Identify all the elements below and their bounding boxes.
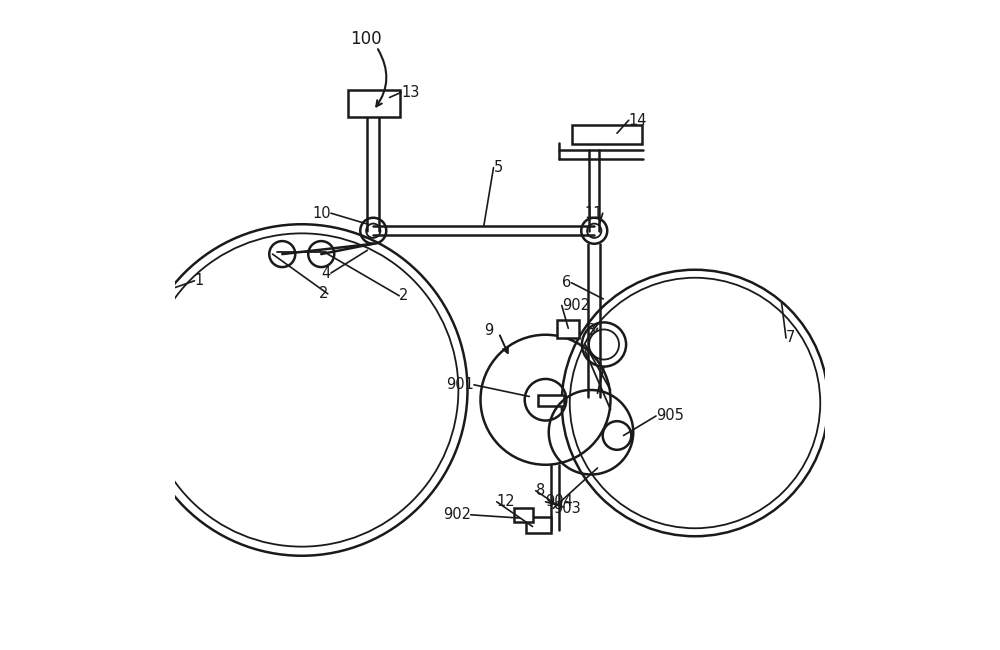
Text: 100: 100 <box>351 30 382 48</box>
Text: 5: 5 <box>494 160 503 176</box>
Text: 8: 8 <box>536 483 545 499</box>
Bar <box>526 517 551 533</box>
Bar <box>557 320 579 338</box>
Text: 2: 2 <box>399 288 409 304</box>
Text: 3: 3 <box>587 322 596 338</box>
Text: 905: 905 <box>656 408 684 424</box>
Text: 902: 902 <box>562 298 590 313</box>
Text: 4: 4 <box>322 265 331 281</box>
Text: 904: 904 <box>546 494 573 510</box>
Text: 902: 902 <box>443 507 471 523</box>
Text: 10: 10 <box>312 205 331 221</box>
Text: 1: 1 <box>194 273 204 289</box>
Bar <box>348 90 400 117</box>
Text: 903: 903 <box>553 500 581 516</box>
Text: 13: 13 <box>401 84 420 100</box>
Text: 901: 901 <box>446 377 474 393</box>
Text: 11: 11 <box>584 205 603 221</box>
Bar <box>538 395 564 406</box>
Text: 7: 7 <box>786 330 795 346</box>
Text: 12: 12 <box>497 494 515 510</box>
Text: 9: 9 <box>484 322 494 338</box>
Text: 6: 6 <box>562 275 572 291</box>
Text: 14: 14 <box>629 112 647 128</box>
Bar <box>514 508 532 522</box>
Bar <box>572 125 642 144</box>
Text: 2: 2 <box>318 286 328 302</box>
